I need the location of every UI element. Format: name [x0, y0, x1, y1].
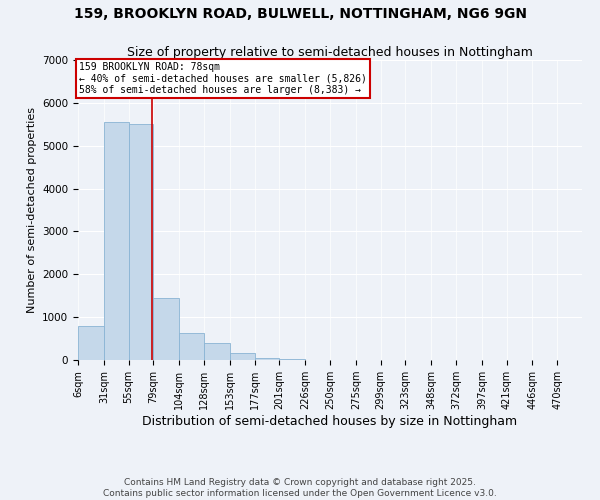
- Title: Size of property relative to semi-detached houses in Nottingham: Size of property relative to semi-detach…: [127, 46, 533, 59]
- Bar: [254, 358, 280, 360]
- Bar: [78, 326, 104, 360]
- Text: 159, BROOKLYN ROAD, BULWELL, NOTTINGHAM, NG6 9GN: 159, BROOKLYN ROAD, BULWELL, NOTTINGHAM,…: [74, 8, 527, 22]
- Y-axis label: Number of semi-detached properties: Number of semi-detached properties: [26, 107, 37, 313]
- Bar: [128, 124, 154, 360]
- Bar: [179, 334, 204, 360]
- Bar: [280, 358, 305, 360]
- Bar: [104, 122, 128, 360]
- Bar: [204, 344, 230, 360]
- Text: 159 BROOKLYN ROAD: 78sqm
← 40% of semi-detached houses are smaller (5,826)
58% o: 159 BROOKLYN ROAD: 78sqm ← 40% of semi-d…: [79, 62, 367, 94]
- Text: Contains HM Land Registry data © Crown copyright and database right 2025.
Contai: Contains HM Land Registry data © Crown c…: [103, 478, 497, 498]
- Bar: [154, 298, 179, 360]
- X-axis label: Distribution of semi-detached houses by size in Nottingham: Distribution of semi-detached houses by …: [142, 415, 518, 428]
- Bar: [230, 353, 254, 360]
